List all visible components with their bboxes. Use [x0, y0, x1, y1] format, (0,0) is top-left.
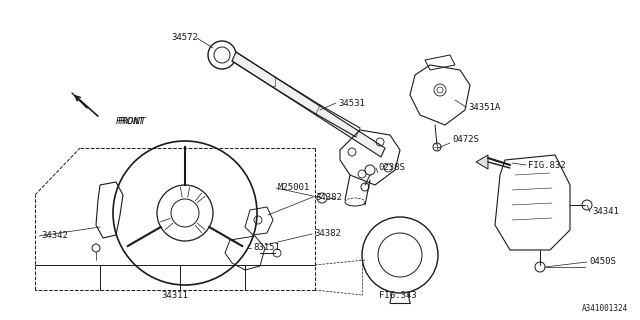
Polygon shape — [476, 155, 488, 169]
Text: 34572: 34572 — [171, 34, 198, 43]
Text: 34311: 34311 — [161, 291, 188, 300]
Text: FIG.343: FIG.343 — [379, 292, 417, 300]
Text: 34342: 34342 — [41, 231, 68, 241]
Text: FRONT: FRONT — [118, 117, 145, 126]
Text: 34341: 34341 — [592, 207, 619, 217]
Text: 34382: 34382 — [314, 229, 341, 238]
Text: 0450S: 0450S — [589, 258, 616, 267]
Text: A341001324: A341001324 — [582, 304, 628, 313]
Text: 0238S: 0238S — [378, 164, 405, 172]
Text: FRONT: FRONT — [116, 117, 147, 126]
Text: 34531: 34531 — [338, 99, 365, 108]
Polygon shape — [232, 52, 385, 157]
Text: M25001: M25001 — [278, 183, 310, 193]
Text: 34351A: 34351A — [468, 102, 500, 111]
Text: 83151: 83151 — [253, 244, 280, 252]
Text: FIG.832: FIG.832 — [528, 161, 566, 170]
Text: 34382: 34382 — [315, 193, 342, 202]
Text: 0472S: 0472S — [452, 135, 479, 145]
